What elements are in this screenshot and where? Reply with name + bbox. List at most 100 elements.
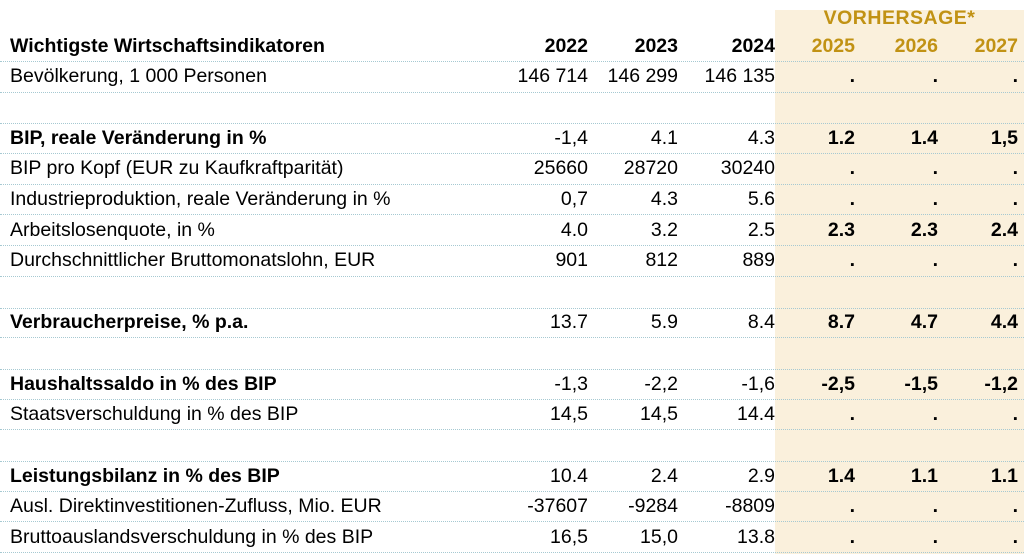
- forecast-value-2025: .: [849, 65, 855, 88]
- row-label: Bruttoauslandsverschuldung in % des BIP: [10, 525, 374, 548]
- table-row-consumer-prices: Verbraucherpreise, % p.a. 13.7 5.9 8.4 8…: [0, 307, 1024, 339]
- row-label: BIP pro Kopf (EUR zu Kaufkraftparität): [10, 157, 344, 180]
- year-header-2024: 2024: [731, 35, 775, 57]
- forecast-value-2025: 2.3: [827, 218, 855, 241]
- table-row-fdi-inflow: Ausl. Direktinvestitionen-Zufluss, Mio. …: [0, 492, 1024, 523]
- spacer-row: [0, 430, 1024, 461]
- row-label: Bevölkerung, 1 000 Personen: [10, 65, 267, 88]
- spacer-row: [0, 277, 1024, 308]
- value-2022: -1,4: [554, 127, 588, 150]
- value-2022: 16,5: [550, 525, 588, 548]
- value-2022: 146 714: [517, 65, 589, 88]
- forecast-header-row: VORHERSAGE*: [0, 0, 1024, 32]
- forecast-value-2027: 1.1: [990, 464, 1018, 487]
- forecast-value-2025: 1.2: [827, 127, 855, 150]
- value-2023: -2,2: [644, 372, 678, 395]
- forecast-value-2026: 1.1: [910, 464, 938, 487]
- forecast-value-2026: .: [932, 65, 938, 88]
- forecast-value-2026: -1,5: [904, 372, 938, 395]
- forecast-value-2027: .: [1012, 525, 1018, 548]
- value-2023: 14,5: [640, 402, 678, 425]
- forecast-value-2027: 2.4: [990, 218, 1018, 241]
- value-2023: 28720: [623, 157, 678, 180]
- forecast-value-2025: 1.4: [827, 464, 855, 487]
- table-row-industrial-production: Industrieproduktion, reale Veränderung i…: [0, 185, 1024, 216]
- value-2022: 10.4: [550, 464, 588, 487]
- year-header-2022: 2022: [544, 35, 588, 57]
- table-row-gdp-real-change: BIP, reale Veränderung in % -1,4 4.1 4.3…: [0, 123, 1024, 155]
- value-2024: 4.3: [747, 127, 775, 150]
- value-2023: 5.9: [650, 311, 678, 334]
- forecast-value-2027: .: [1012, 402, 1018, 425]
- value-2022: 901: [555, 249, 588, 272]
- forecast-value-2025: .: [849, 249, 855, 272]
- forecast-value-2026: .: [932, 494, 938, 517]
- row-label: Verbraucherpreise, % p.a.: [10, 311, 249, 334]
- forecast-value-2025: .: [849, 157, 855, 180]
- forecast-value-2027: 1,5: [990, 127, 1018, 150]
- table-row-gross-monthly-wage: Durchschnittlicher Bruttomonatslohn, EUR…: [0, 246, 1024, 277]
- forecast-value-2027: .: [1012, 65, 1018, 88]
- value-2023: 4.3: [650, 188, 678, 211]
- spacer-row: [0, 338, 1024, 369]
- forecast-value-2026: .: [932, 157, 938, 180]
- row-label: Industrieproduktion, reale Veränderung i…: [10, 188, 391, 211]
- value-2022: 13.7: [550, 311, 588, 334]
- year-header-2025: 2025: [811, 35, 855, 57]
- value-2022: 4.0: [560, 218, 588, 241]
- value-2024: 2.5: [747, 218, 775, 241]
- value-2023: -9284: [628, 494, 678, 517]
- page-title: Wichtigste Wirtschaftsindikatoren: [10, 35, 325, 57]
- forecast-value-2026: .: [932, 249, 938, 272]
- forecast-header-label: VORHERSAGE*: [823, 7, 976, 29]
- table-row-unemployment-rate: Arbeitslosenquote, in % 4.0 3.2 2.5 2.3 …: [0, 215, 1024, 247]
- value-2024: 13.8: [737, 525, 775, 548]
- forecast-value-2027: 4.4: [990, 311, 1018, 334]
- forecast-value-2025: -2,5: [821, 372, 855, 395]
- forecast-value-2026: .: [932, 402, 938, 425]
- forecast-value-2025: .: [849, 402, 855, 425]
- table-row-population: Bevölkerung, 1 000 Personen 146 714 146 …: [0, 62, 1024, 93]
- value-2022: 0,7: [560, 188, 588, 211]
- value-2022: 25660: [533, 157, 588, 180]
- forecast-highlight-band: [775, 10, 1024, 554]
- forecast-value-2026: .: [932, 525, 938, 548]
- row-label: BIP, reale Veränderung in %: [10, 127, 267, 150]
- table-row-budget-balance: Haushaltssaldo in % des BIP -1,3 -2,2 -1…: [0, 368, 1024, 400]
- value-2024: -8809: [725, 494, 775, 517]
- value-2024: 30240: [720, 157, 775, 180]
- forecast-value-2025: 8.7: [827, 311, 855, 334]
- table-row-current-account: Leistungsbilanz in % des BIP 10.4 2.4 2.…: [0, 460, 1024, 492]
- forecast-value-2026: 2.3: [910, 218, 938, 241]
- value-2024: 14.4: [737, 402, 775, 425]
- value-2024: 889: [742, 249, 775, 272]
- value-2023: 15,0: [640, 525, 678, 548]
- value-2024: 8.4: [747, 311, 775, 334]
- value-2023: 4.1: [650, 127, 678, 150]
- value-2023: 146 299: [607, 65, 679, 88]
- forecast-value-2026: 4.7: [910, 311, 938, 334]
- year-header-2023: 2023: [634, 35, 678, 57]
- year-header-2026: 2026: [894, 35, 938, 57]
- spacer-row: [0, 93, 1024, 124]
- forecast-value-2025: .: [849, 188, 855, 211]
- value-2022: -1,3: [554, 372, 588, 395]
- forecast-value-2027: .: [1012, 249, 1018, 272]
- row-label: Staatsverschuldung in % des BIP: [10, 402, 299, 425]
- forecast-value-2025: .: [849, 525, 855, 548]
- forecast-value-2027: .: [1012, 188, 1018, 211]
- value-2024: 146 135: [704, 65, 776, 88]
- value-2022: -37607: [527, 494, 588, 517]
- table-row-gdp-per-capita: BIP pro Kopf (EUR zu Kaufkraftparität) 2…: [0, 154, 1024, 185]
- row-label: Leistungsbilanz in % des BIP: [10, 464, 280, 487]
- forecast-value-2027: .: [1012, 494, 1018, 517]
- row-label: Arbeitslosenquote, in %: [10, 218, 215, 241]
- year-header-2027: 2027: [974, 35, 1018, 57]
- value-2024: -1,6: [741, 372, 775, 395]
- row-label: Haushaltssaldo in % des BIP: [10, 372, 277, 395]
- row-label: Durchschnittlicher Bruttomonatslohn, EUR: [10, 249, 376, 272]
- value-2023: 3.2: [650, 218, 678, 241]
- row-label: Ausl. Direktinvestitionen-Zufluss, Mio. …: [10, 494, 382, 517]
- value-2023: 2.4: [650, 464, 678, 487]
